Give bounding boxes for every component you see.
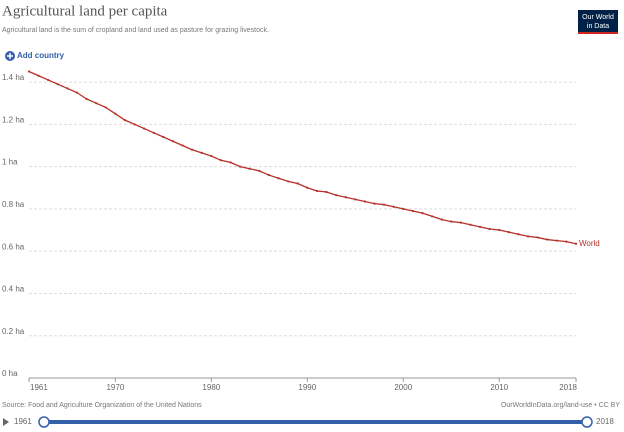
data-point [37,74,40,77]
timeline-end: 2018 [596,417,614,426]
data-point [574,242,578,245]
add-icon-plus [7,53,13,59]
play-button[interactable] [3,418,9,426]
y-tick-label: 0 ha [2,369,18,378]
data-point [114,112,117,115]
data-point [296,182,299,185]
data-point [277,177,280,180]
series-line [28,70,577,245]
data-point [191,148,194,151]
timeline-handle[interactable] [38,416,50,428]
data-point [536,236,539,239]
y-tick-label: 0.8 ha [2,200,25,209]
data-point [133,123,136,126]
data-point [325,190,328,194]
data-point [440,218,443,221]
y-tick-label: 1.4 ha [2,73,25,82]
data-point [498,228,501,232]
data-point [123,119,127,122]
logo-text: Our World [582,14,614,21]
chart-title: Agricultural land per capita [2,3,168,19]
data-point [402,207,405,210]
x-tick-label: 2010 [490,383,508,392]
data-point [526,235,530,238]
data-point [239,165,242,168]
logo-text: in Data [587,23,609,30]
data-point [411,209,414,213]
data-point [421,212,424,215]
data-point [315,189,318,193]
license: OurWorldInData.org/land-use • CC BY [501,402,620,409]
y-tick-label: 0.4 ha [2,285,25,294]
logo[interactable]: Our World in Data [578,10,618,34]
data-point [459,221,462,224]
x-tick-label: 1970 [106,383,124,392]
data-point [488,227,491,231]
data-point [565,240,568,243]
add-country-button[interactable]: Add country [5,51,65,61]
data-point [555,239,558,242]
data-point [258,169,261,172]
data-point [229,161,232,164]
data-point [469,223,472,226]
x-tick-label: 1961 [30,383,48,392]
timeline-start: 1961 [14,417,32,426]
data-point [200,151,203,154]
data-point [344,196,347,199]
data-point [95,102,98,105]
x-tick-label: 1980 [202,383,220,392]
data-point [306,186,309,189]
logo-box [578,10,618,34]
data-point [143,127,146,130]
data-point [267,173,271,177]
data-point [373,202,376,205]
logo-stripe [578,32,618,34]
series-label: World [579,239,600,248]
data-point [450,220,453,223]
data-point [66,87,69,90]
data-point [507,231,510,234]
data-point [334,194,338,197]
y-tick-label: 0.6 ha [2,242,25,251]
data-point [171,140,175,143]
data-point [546,238,549,241]
data-point [478,225,482,228]
data-point [287,180,290,183]
x-tick-label: 2018 [559,383,577,392]
y-tick-label: 1 ha [2,158,18,167]
data-point [181,144,184,147]
data-point [210,154,213,158]
data-point [430,215,434,218]
x-tick-label: 2000 [394,383,412,392]
data-point [219,159,223,162]
data-point [248,167,251,170]
data-point [517,233,520,236]
data-point [56,83,59,86]
data-point [162,135,165,139]
data-point [363,200,366,203]
data-point [85,97,88,101]
y-tick-label: 0.2 ha [2,327,25,336]
data-point [75,91,79,94]
data-point [27,70,31,73]
timeline-handle[interactable] [581,416,593,428]
y-tick-label: 1.2 ha [2,115,25,124]
data-point [392,205,395,208]
data-point [382,203,386,206]
data-point [47,78,50,82]
source: Source: Food and Agriculture Organizatio… [2,402,202,409]
data-point [152,131,155,134]
x-tick-label: 1990 [298,383,316,392]
add-country-label: Add country [17,51,65,60]
chart-subtitle: Agricultural land is the sum of cropland… [2,27,269,34]
data-point [354,198,357,201]
data-point [104,106,107,109]
